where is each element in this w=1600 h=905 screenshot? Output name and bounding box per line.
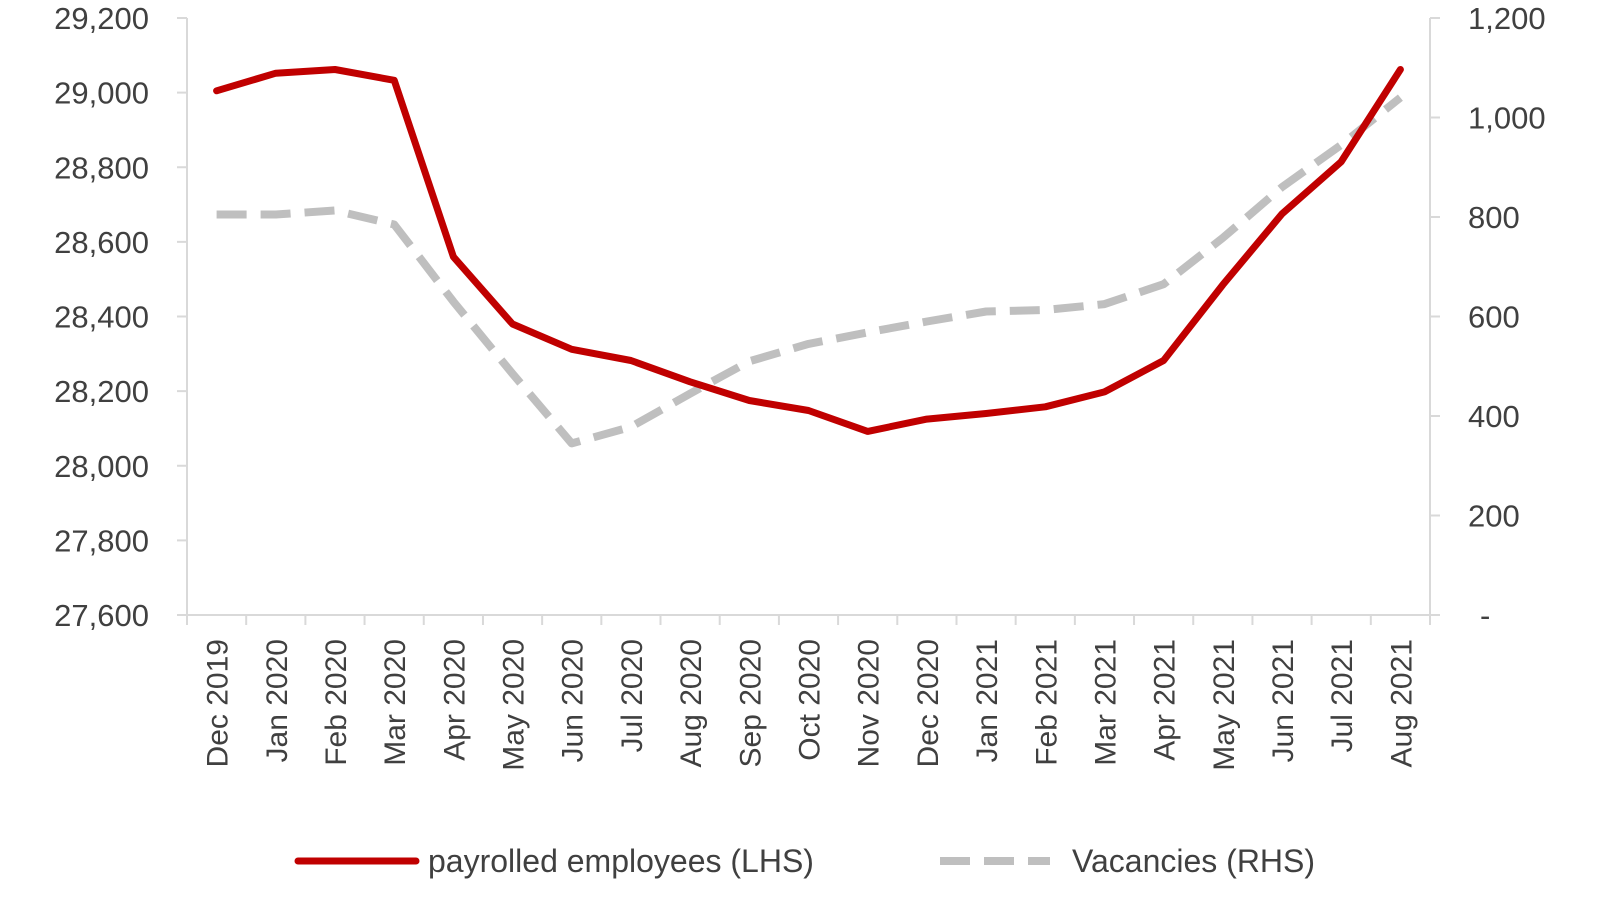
left-tick-label: 28,600	[54, 225, 149, 260]
x-tick-label: Sep 2020	[734, 639, 767, 767]
x-tick-label: Dec 2019	[202, 639, 235, 767]
vacancies-series-line	[216, 94, 1403, 448]
employees-series-line	[213, 66, 1404, 435]
right-tick-label: 1,200	[1468, 1, 1546, 36]
x-tick-label: May 2020	[498, 639, 531, 771]
legend: payrolled employees (LHS) Vacancies (RHS)	[294, 843, 1315, 879]
x-tick-label: May 2021	[1208, 639, 1241, 771]
right-tick-label: 200	[1468, 499, 1520, 534]
x-tick-label: Feb 2020	[320, 639, 353, 766]
x-tick-label: Oct 2020	[794, 639, 827, 761]
x-tick-label: Nov 2020	[853, 639, 886, 767]
x-tick-label: Dec 2020	[912, 639, 945, 767]
right-tick-label: 1,000	[1468, 101, 1546, 136]
x-tick-label: Jul 2020	[616, 639, 649, 752]
legend-label-employees: payrolled employees (LHS)	[428, 843, 814, 879]
x-tick-label: Jun 2020	[557, 639, 590, 762]
left-tick-label: 28,000	[54, 449, 149, 484]
left-tick-label: 29,000	[54, 76, 149, 111]
series-lines	[213, 66, 1404, 448]
x-tick-label: Aug 2020	[675, 639, 708, 767]
left-tick-label: 28,800	[54, 150, 149, 185]
left-tick-label: 28,400	[54, 300, 149, 335]
axes	[186, 18, 1431, 616]
x-tick-label: Jun 2021	[1267, 639, 1300, 762]
x-tick-label: Jan 2020	[261, 639, 294, 762]
left-tick-label: 27,800	[54, 523, 149, 558]
x-tick-label: Mar 2020	[379, 639, 412, 766]
x-tick-label: Apr 2021	[1149, 639, 1182, 761]
right-tick-label: 800	[1468, 200, 1520, 235]
left-tick-label: 28,200	[54, 374, 149, 409]
left-tick-label: 27,600	[54, 598, 149, 633]
right-tick-label: 400	[1468, 399, 1520, 434]
right-axis-ticks: - 200 400 600 800 1,000 1,200	[1430, 1, 1546, 633]
legend-label-vacancies: Vacancies (RHS)	[1072, 843, 1315, 879]
x-tick-label: Jul 2021	[1326, 639, 1359, 752]
left-axis-ticks: 27,600 27,800 28,000 28,200 28,400 28,600 28,8…	[54, 1, 187, 633]
x-axis-ticks: Dec 2019 Jan 2020 Feb 2020 Mar 2020 Apr 2020…	[186, 615, 1431, 771]
right-tick-label: -	[1480, 598, 1490, 633]
left-tick-label: 29,200	[54, 1, 149, 36]
x-tick-label: Feb 2021	[1030, 639, 1063, 766]
x-tick-label: Jan 2021	[971, 639, 1004, 762]
x-tick-label: Apr 2020	[438, 639, 471, 761]
x-tick-label: Mar 2021	[1089, 639, 1122, 766]
right-tick-label: 600	[1468, 300, 1520, 335]
x-tick-label: Aug 2021	[1385, 639, 1418, 767]
